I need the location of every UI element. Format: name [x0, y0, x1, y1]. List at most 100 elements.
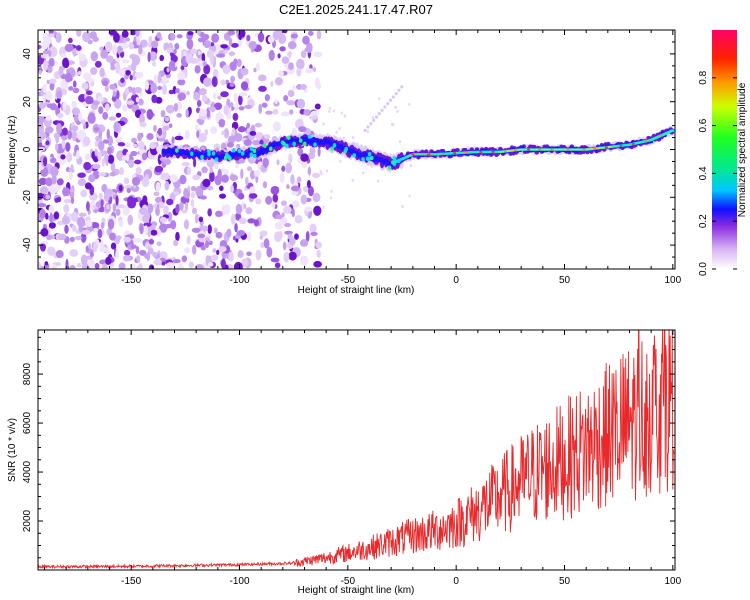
- noise-blob: [65, 142, 71, 152]
- streak-blob: [383, 105, 387, 109]
- noise-blob: [209, 171, 215, 183]
- noise-blob: [116, 90, 120, 100]
- noise-blob: [267, 35, 275, 44]
- noise-blob: [185, 191, 191, 199]
- noise-blob: [62, 101, 67, 111]
- snr-series-line: [38, 330, 675, 570]
- noise-blob: [238, 217, 247, 225]
- noise-blob: [294, 215, 303, 224]
- noise-blob: [105, 55, 114, 63]
- noise-blob: [42, 60, 49, 71]
- noise-blob: [115, 195, 119, 206]
- noise-blob: [144, 80, 150, 91]
- noise-blob: [227, 30, 236, 36]
- noise-blob: [296, 176, 302, 184]
- noise-blob: [239, 30, 246, 38]
- noise-blob: [98, 106, 104, 115]
- noise-blob: [245, 176, 249, 186]
- streak-blob: [363, 128, 367, 132]
- noise-blob: [39, 186, 49, 195]
- noise-blob: [69, 265, 76, 269]
- noise-blob: [47, 65, 53, 74]
- band-knot: [223, 155, 228, 161]
- noise-blob: [49, 212, 53, 223]
- noise-blob: [123, 249, 131, 256]
- noise-blob: [198, 88, 207, 96]
- noise-blob: [156, 227, 162, 237]
- noise-blob: [296, 58, 305, 70]
- noise-blob: [258, 85, 267, 92]
- band-peak: [427, 153, 431, 156]
- noise-blob: [73, 152, 77, 157]
- noise-blob: [237, 126, 246, 133]
- noise-blob: [83, 72, 92, 81]
- noise-blob: [279, 172, 285, 184]
- noise-blob: [49, 82, 55, 91]
- snr-panel: -150 -100 -50 0 50 100 2000 4000 6000 8000 Heigh…: [7, 329, 682, 596]
- noise-blob: [38, 102, 47, 109]
- colorbar-tick-label: 0.4: [698, 166, 709, 180]
- band-hot: [669, 129, 674, 132]
- noise-blob: [366, 129, 370, 133]
- noise-blob: [263, 134, 271, 139]
- noise-blob: [316, 249, 321, 258]
- noise-blob: [125, 142, 131, 149]
- noise-blob: [95, 201, 102, 208]
- noise-blob: [298, 126, 307, 133]
- noise-blob: [266, 246, 273, 258]
- noise-blob: [287, 89, 295, 98]
- noise-blob: [307, 186, 314, 197]
- noise-blob: [112, 203, 117, 212]
- noise-blob: [83, 136, 91, 147]
- band-knot: [268, 146, 273, 151]
- noise-blob: [340, 111, 343, 115]
- noise-blob: [288, 62, 294, 71]
- noise-blob: [192, 157, 197, 168]
- band-knot: [249, 146, 254, 152]
- noise-blob: [226, 228, 232, 238]
- noise-blob: [204, 240, 210, 249]
- noise-blob: [184, 129, 190, 140]
- noise-blob: [101, 158, 105, 167]
- noise-blob: [46, 234, 52, 241]
- noise-blob: [116, 45, 123, 53]
- noise-blob: [126, 100, 135, 105]
- noise-blob: [180, 65, 185, 71]
- noise-blob: [42, 156, 48, 167]
- noise-blob: [314, 77, 320, 88]
- x-tick-label: 50: [559, 576, 571, 587]
- noise-blob: [246, 251, 252, 257]
- noise-blob: [228, 251, 234, 262]
- noise-blob: [148, 36, 153, 44]
- noise-blob: [77, 70, 82, 76]
- band-knot: [252, 153, 257, 159]
- noise-blob: [248, 40, 257, 50]
- noise-blob: [84, 96, 94, 105]
- noise-blob: [265, 110, 273, 115]
- band-knot: [211, 151, 216, 156]
- noise-blob: [135, 246, 140, 255]
- noise-blob: [257, 74, 267, 82]
- noise-blob: [290, 185, 300, 192]
- noise-blob: [76, 262, 82, 268]
- streak-blob: [377, 112, 381, 116]
- noise-blob: [174, 135, 184, 141]
- snr-y-label: SNR (10 * v/v): [7, 418, 18, 482]
- noise-blob: [55, 250, 64, 259]
- snr-marks: [38, 330, 675, 570]
- noise-blob: [118, 262, 126, 269]
- noise-blob: [214, 210, 223, 218]
- noise-blob: [257, 32, 265, 43]
- noise-blob: [214, 102, 223, 110]
- noise-blob: [38, 126, 44, 134]
- noise-blob: [45, 212, 49, 220]
- noise-blob: [294, 233, 299, 240]
- noise-blob: [225, 79, 230, 85]
- noise-blob: [396, 109, 399, 113]
- noise-blob: [56, 112, 64, 119]
- noise-blob: [117, 142, 126, 147]
- band-peak: [411, 153, 415, 156]
- noise-blob: [362, 171, 365, 175]
- noise-blob: [68, 86, 74, 91]
- noise-blob: [274, 262, 281, 269]
